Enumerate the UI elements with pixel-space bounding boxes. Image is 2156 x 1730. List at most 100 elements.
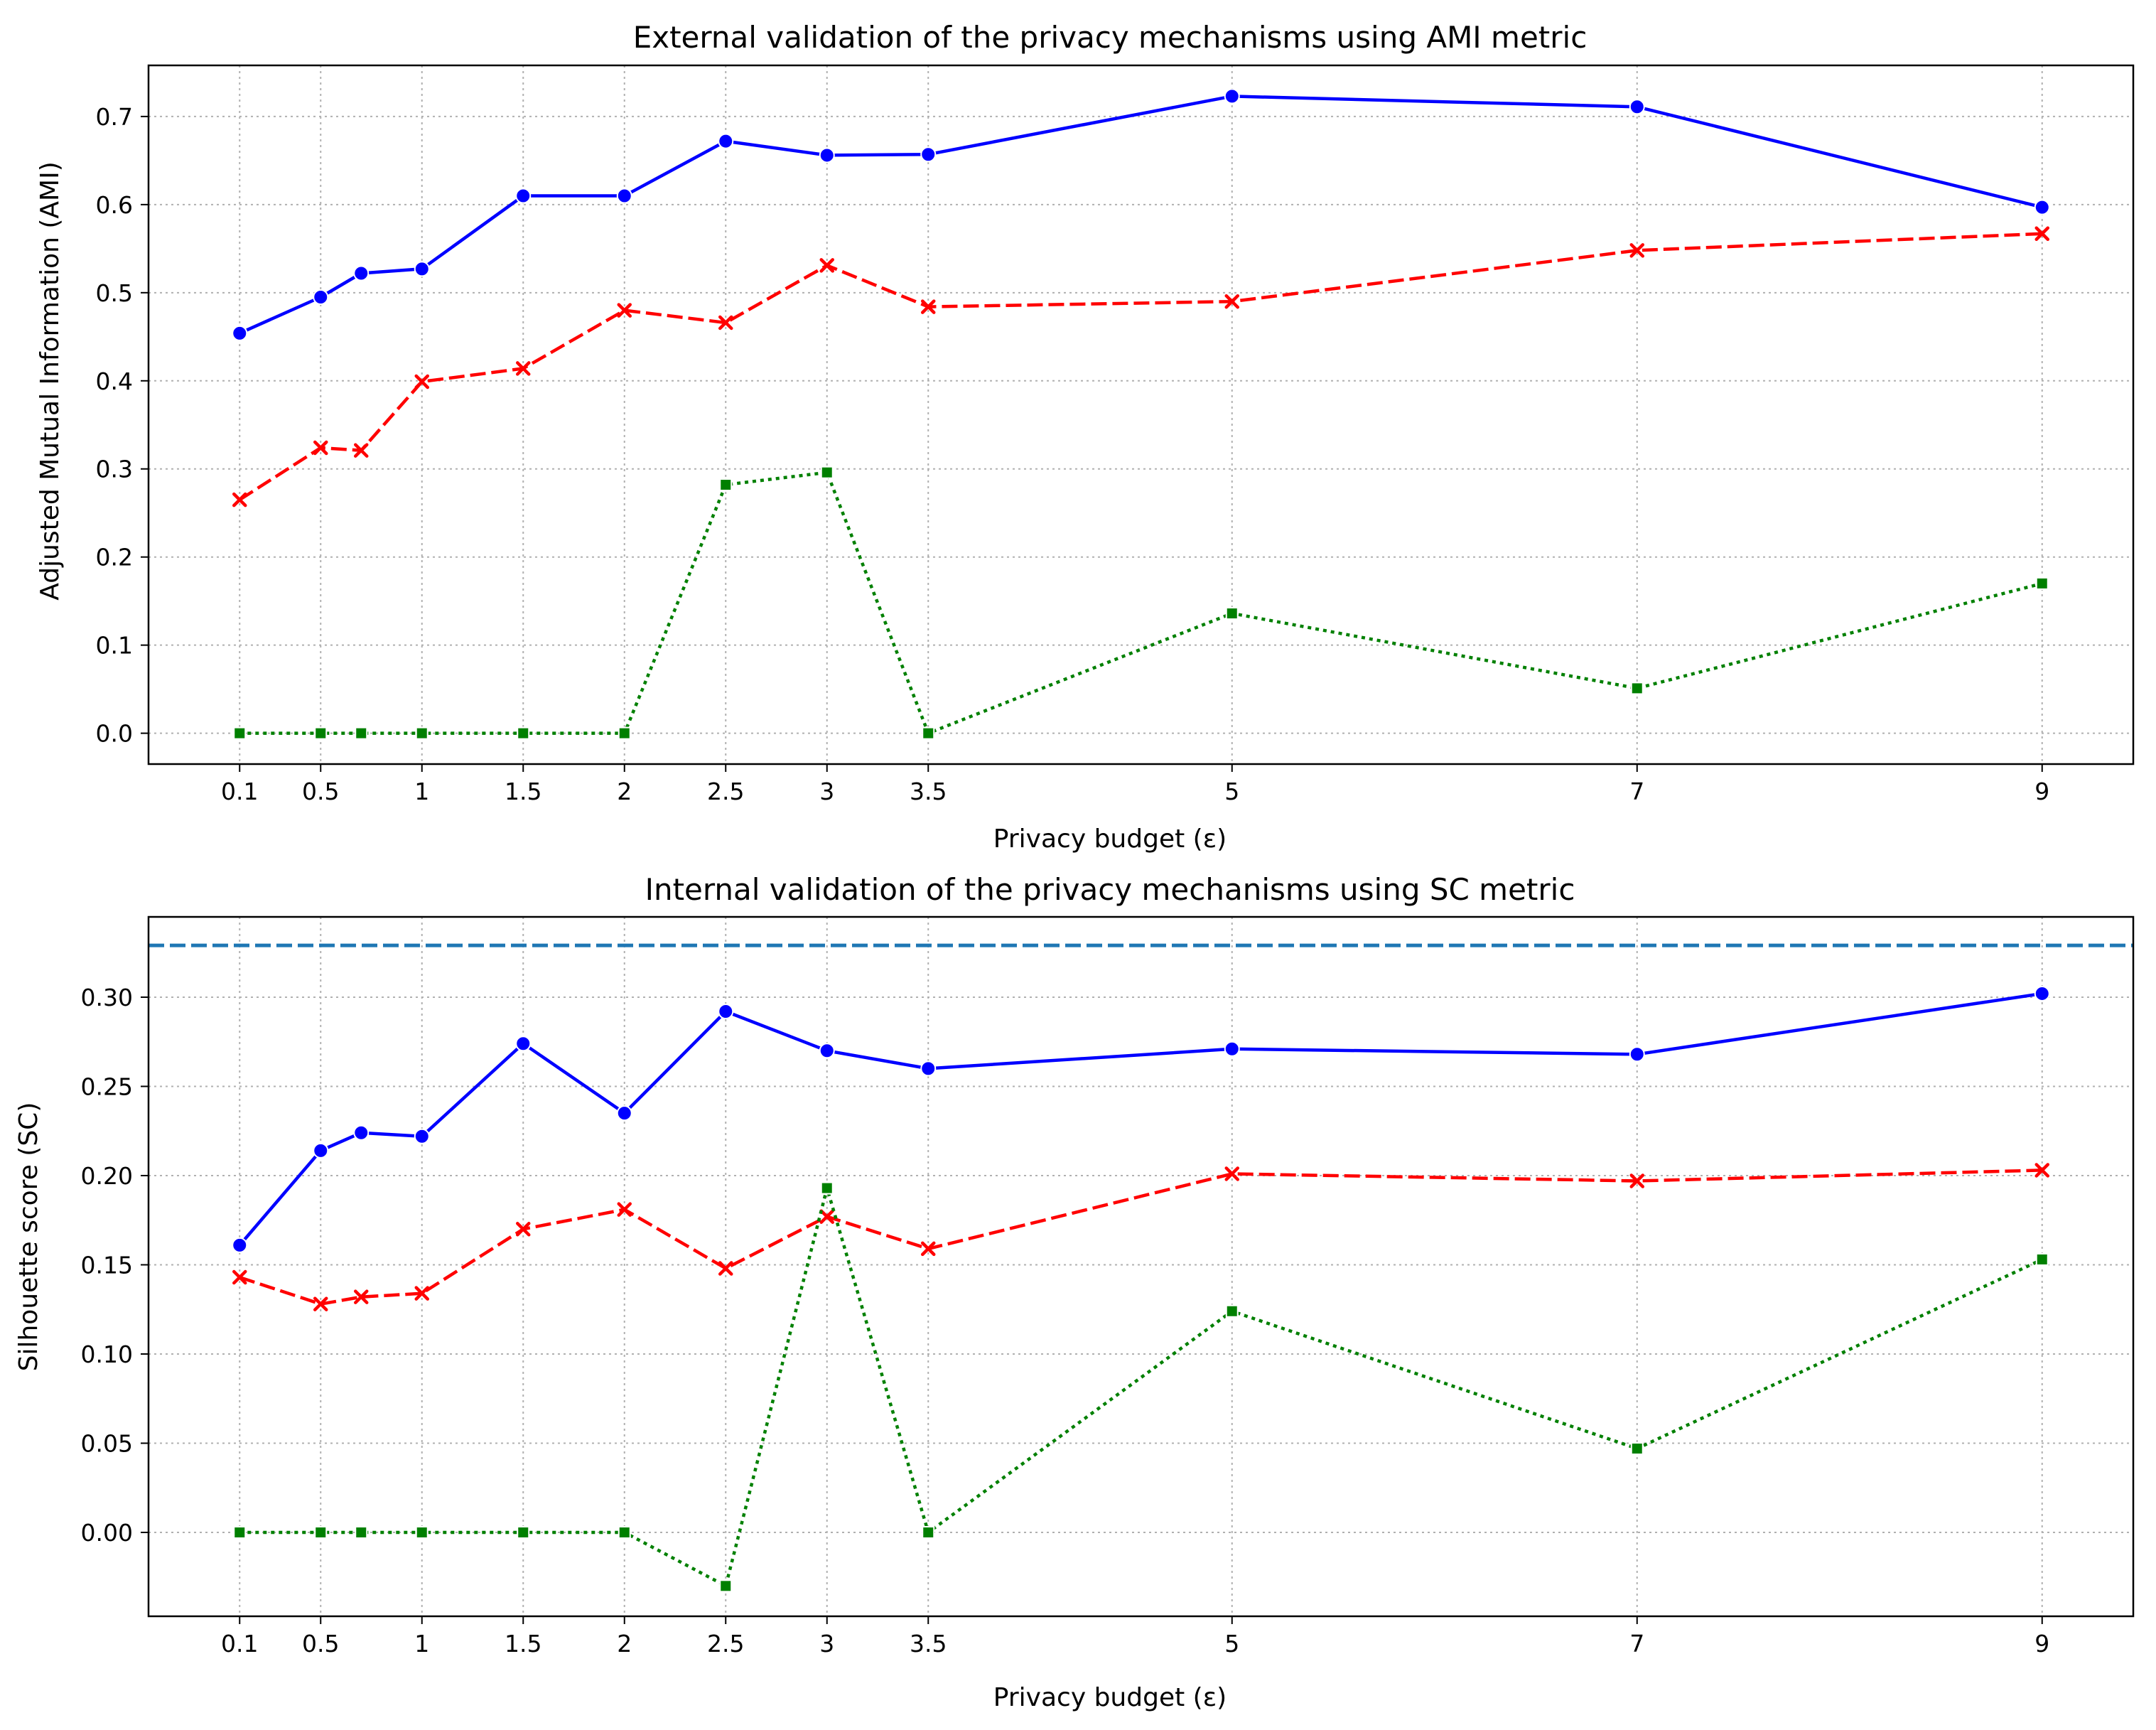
ami-x-axis-label: Privacy budget (ε) [993, 824, 1227, 854]
sc-x-axis-label: Privacy budget (ε) [993, 1683, 1227, 1712]
ami-x-tick-label: 5 [1224, 778, 1239, 805]
ami-x-tick-label: 0.5 [302, 778, 339, 805]
ami-series-2-point [718, 315, 733, 331]
ami-series-1-point [718, 133, 734, 149]
sc-x-tick-label: 1 [414, 1630, 429, 1658]
sc-x-tick-label: 5 [1224, 1630, 1239, 1658]
sc-series-2-point [819, 1209, 834, 1224]
ami-series-2-point [232, 492, 247, 507]
ami-series-1-point [2034, 199, 2050, 215]
sc-y-axis-label: Silhouette score (SC) [14, 1102, 43, 1372]
ami-series-3-point [719, 478, 733, 492]
sc-series-1-point [353, 1124, 370, 1141]
ami-series-2-point [2034, 226, 2049, 242]
ami-y-tick-label: 0.2 [96, 544, 133, 571]
sc-series-3-point [820, 1181, 834, 1195]
sc-series-1-point [515, 1036, 532, 1052]
sc-series-3-point [233, 1526, 247, 1540]
sc-series-2-point [2034, 1163, 2049, 1178]
sc-series-1-point [920, 1060, 937, 1077]
sc-series-3-point [415, 1526, 428, 1540]
sc-grid [149, 917, 2133, 1616]
ami-series-3-line [239, 471, 2043, 735]
sc-series-2-point [313, 1296, 328, 1311]
sc-x-tick-label: 3 [819, 1630, 834, 1658]
sc-series-2-point [617, 1202, 632, 1217]
sc-series-1-point [1224, 1041, 1240, 1057]
ami-x-tick-label: 0.1 [221, 778, 258, 805]
ami-series-3-point [922, 726, 935, 740]
sc-series-1-point [718, 1004, 734, 1020]
ami-y-tick-label: 0.6 [96, 191, 133, 219]
sc-series-2-point [1629, 1173, 1644, 1188]
ami-series-3-point [233, 726, 247, 740]
ami-y-tick-label: 0.4 [96, 367, 133, 395]
ami-series-3-point [517, 726, 530, 740]
ami-series-2-point [921, 299, 936, 314]
sc-series-2-line [239, 1168, 2042, 1306]
ami-series-3-point [1630, 682, 1644, 695]
ami-series-1-point [515, 188, 532, 204]
sc-series-2 [232, 1163, 2049, 1311]
ami-plot-frame [147, 64, 2135, 765]
ami-series-2-point [1224, 294, 1239, 309]
sc-x-tick-label: 2.5 [707, 1630, 744, 1658]
ami-series-2-point [819, 258, 834, 273]
sc-series-1-point [232, 1237, 248, 1253]
sc-x-tick-label: 3.5 [910, 1630, 947, 1658]
ami-series-1-point [313, 289, 329, 306]
ami-y-tick-label: 0.0 [96, 720, 133, 748]
ami-series-2-point [1629, 243, 1644, 258]
sc-series-1-point [313, 1142, 329, 1159]
sc-plot-frame [147, 915, 2135, 1618]
ami-series-1-point [616, 188, 632, 204]
ami-series-3-point [1225, 607, 1239, 620]
ami-x-tick-label: 7 [1629, 778, 1644, 805]
sc-series-2-point [414, 1286, 429, 1301]
sc-series-1 [232, 985, 2050, 1253]
ami-series-1-point [920, 146, 937, 163]
ami-x-tick-label: 2.5 [707, 778, 744, 805]
ami-series-2-point [516, 361, 531, 376]
sc-chart-title: Internal validation of the privacy mecha… [645, 872, 1575, 907]
sc-y-tick-label: 0.20 [81, 1162, 133, 1190]
ami-y-tick-label: 0.1 [96, 632, 133, 660]
ami-series-1-point [1224, 88, 1240, 104]
ami-x-tick-label: 1 [414, 778, 429, 805]
ami-series-3-point [2035, 576, 2049, 590]
ami-grid [149, 65, 2133, 764]
sc-series-3-point [719, 1579, 733, 1593]
ami-series-1 [232, 88, 2050, 341]
ami-y-tick-label: 0.3 [96, 456, 133, 483]
ami-series-3 [233, 466, 2049, 740]
ami-series-3-point [314, 726, 328, 740]
sc-y-tick-label: 0.00 [81, 1519, 133, 1547]
ami-y-tick-label: 0.7 [96, 103, 133, 131]
sc-x-tick-label: 0.1 [221, 1630, 258, 1658]
ami-series-2-point [313, 440, 328, 456]
ami-series-3-point [618, 726, 631, 740]
ami-y-tick-label: 0.5 [96, 279, 133, 307]
sc-series-2-point [232, 1269, 247, 1285]
sc-series-3-point [314, 1526, 328, 1540]
ami-x-tick-label: 1.5 [505, 778, 541, 805]
sc-y-tick-label: 0.30 [81, 984, 133, 1011]
ami-x-tick-label: 2 [617, 778, 632, 805]
ami-series-2-line [239, 232, 2042, 501]
ami-series-2-point [414, 374, 429, 389]
sc-series-2-point [718, 1261, 733, 1276]
ami-series-3-point [820, 466, 834, 479]
sc-x-tick-label: 0.5 [302, 1630, 339, 1658]
sc-y-tick-label: 0.25 [81, 1073, 133, 1100]
sc-series-2-point [921, 1241, 936, 1257]
ami-series-1-point [232, 325, 248, 341]
ami-y-axis-label: Adjusted Mutual Information (AMI) [36, 161, 65, 601]
ami-series-1-point [414, 261, 430, 277]
sc-x-tick-label: 2 [617, 1630, 632, 1658]
sc-y-tick-label: 0.05 [81, 1430, 133, 1458]
sc-x-tick-label: 9 [2034, 1630, 2049, 1658]
sc-x-tick-label: 7 [1629, 1630, 1644, 1658]
ami-x-tick-label: 3.5 [910, 778, 947, 805]
ami-series-2-point [617, 303, 632, 318]
